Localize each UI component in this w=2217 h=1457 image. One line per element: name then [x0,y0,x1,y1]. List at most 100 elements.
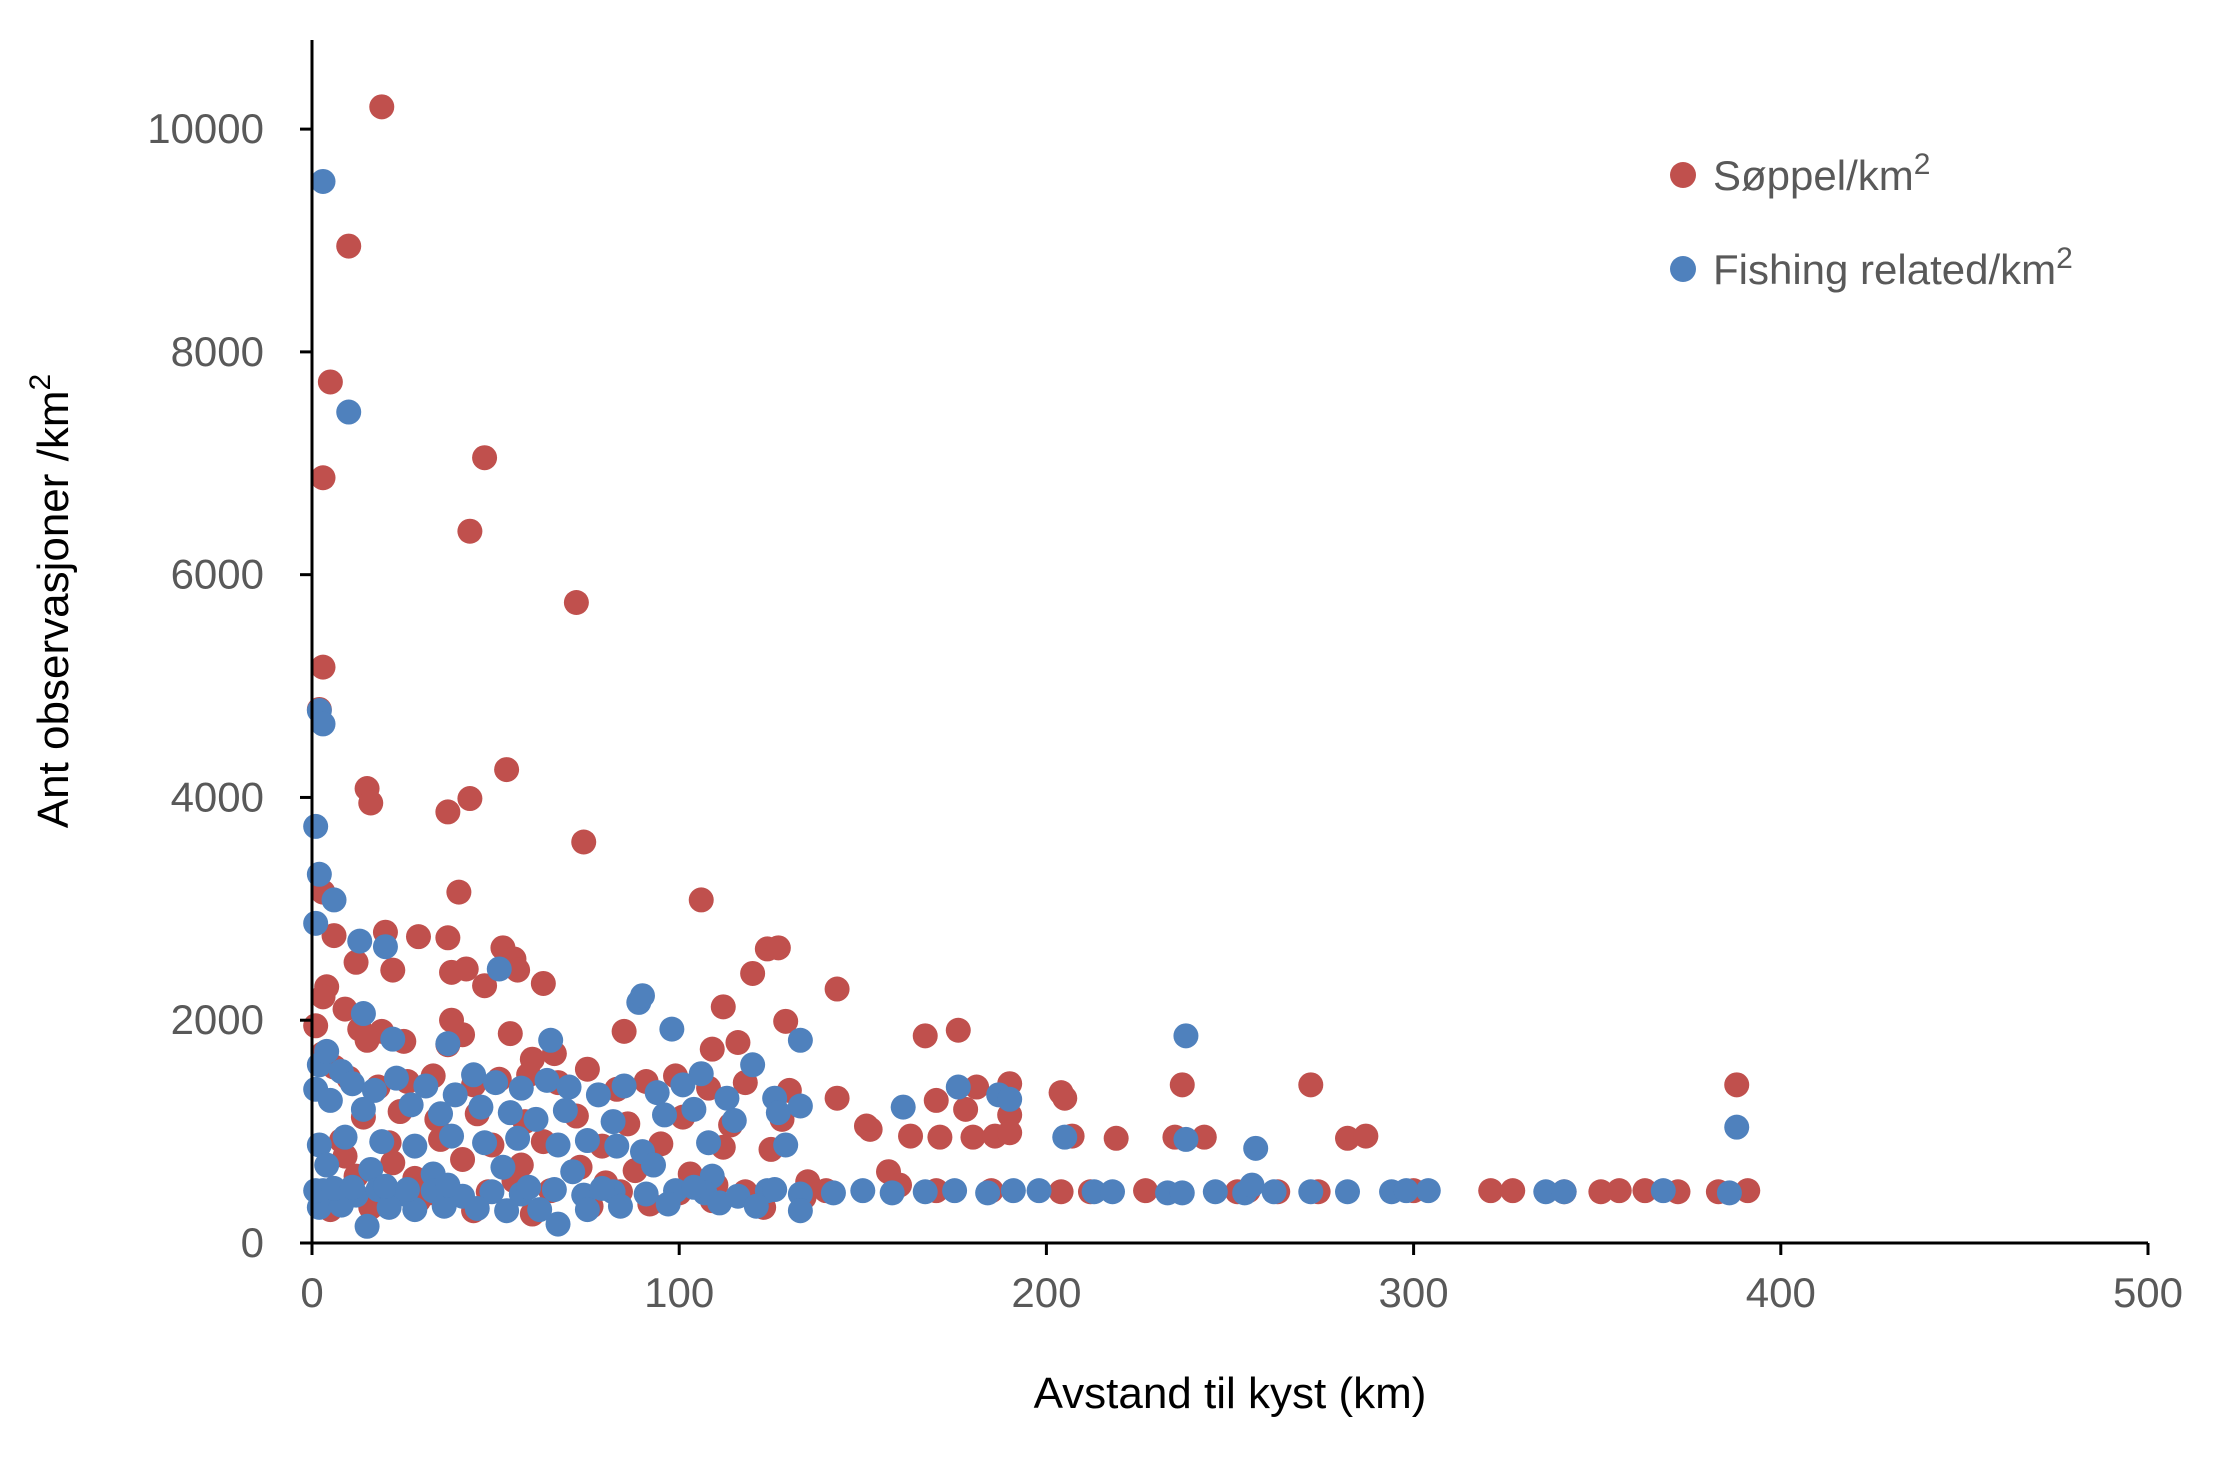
data-point [655,1191,681,1217]
x-tick-label: 500 [2113,1269,2183,1316]
data-point [890,1094,916,1120]
data-point [1724,1114,1750,1140]
data-point [1191,1124,1217,1150]
data-point [527,1197,553,1223]
data-point [1173,1126,1199,1152]
data-point [1533,1179,1559,1205]
data-point [314,1038,340,1064]
data-point [439,1123,465,1149]
data-point [681,1096,707,1122]
data-point [303,813,329,839]
data-point [787,1093,813,1119]
data-point [1261,1179,1287,1205]
data-point [721,1107,747,1133]
data-point [530,970,556,996]
data-point [317,1087,343,1113]
data-point [472,1130,498,1156]
data-point [1716,1180,1742,1206]
data-point [1588,1179,1614,1205]
plot-points [303,94,1761,1239]
data-point [600,1109,626,1135]
data-point [332,1124,358,1150]
data-point [545,1132,571,1158]
data-point [765,1100,791,1126]
data-point [912,1179,938,1205]
data-point [765,935,791,961]
x-tick-label: 300 [1379,1269,1449,1316]
data-point [405,924,431,950]
data-point [1133,1178,1159,1204]
data-point [303,910,329,936]
data-point [710,994,736,1020]
data-point [472,973,498,999]
data-point [538,1027,564,1053]
data-point [497,1021,523,1047]
data-point [699,1036,725,1062]
data-point [457,518,483,544]
data-point [743,1193,769,1219]
data-point [607,1193,633,1219]
data-point [321,887,347,913]
data-point [659,1016,685,1042]
data-point [1052,1085,1078,1111]
data-point [350,1001,376,1027]
data-point [453,956,479,982]
data-point [1298,1179,1324,1205]
data-point [508,1075,534,1101]
data-point [310,654,336,680]
y-axis-title-text: Ant observasjoner /km [29,390,78,828]
data-point [1298,1072,1324,1098]
data-point [380,1026,406,1052]
legend-label-text: Fishing related/km [1713,246,2056,293]
data-point [923,1087,949,1113]
data-point [534,1067,560,1093]
data-point [486,956,512,982]
legend-label: Søppel/km2 [1713,148,1930,199]
data-point [435,1172,461,1198]
data-point [314,1152,340,1178]
data-point [435,925,461,951]
data-point [1551,1179,1577,1205]
data-point [303,1178,329,1204]
legend-label-text: Søppel/km [1713,152,1914,199]
data-point [339,1071,365,1097]
data-point [652,1102,678,1128]
data-point [321,923,347,949]
data-point [1335,1179,1361,1205]
data-point [1169,1180,1195,1206]
data-point [688,887,714,913]
data-point [574,1197,600,1223]
data-point [740,960,766,986]
data-point [725,1030,751,1055]
data-point [398,1092,424,1118]
data-point [336,233,362,259]
data-point [317,369,343,395]
data-point [369,94,395,120]
data-point [494,757,520,783]
data-point [1081,1179,1107,1205]
data-point [1173,1023,1199,1049]
data-point [1000,1178,1026,1204]
data-point [820,1180,846,1206]
data-point [472,445,498,471]
data-point [310,168,336,194]
data-point [402,1197,428,1223]
data-point [435,1031,461,1057]
data-point [350,1096,376,1122]
x-axis-title: Avstand til kyst (km) [1034,1369,1427,1418]
data-point [589,1175,615,1201]
data-point [523,1106,549,1132]
data-point [479,1179,505,1205]
data-point [505,1125,531,1151]
data-point [1026,1178,1052,1204]
data-point [1353,1123,1379,1149]
data-point [1632,1178,1658,1204]
y-tick-label: 8000 [171,328,264,375]
data-point [372,934,398,960]
data-point [303,1013,329,1039]
y-tick-label: 10000 [147,105,264,152]
x-tick-label: 400 [1746,1269,1816,1316]
data-point [457,786,483,812]
